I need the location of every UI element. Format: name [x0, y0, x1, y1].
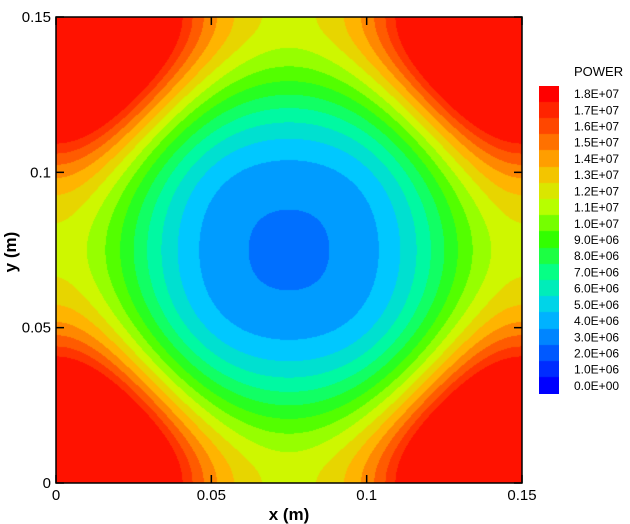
colorbar-label: 1.8E+07 — [574, 87, 619, 101]
colorbar-label: 8.0E+06 — [574, 249, 619, 263]
colorbar-label: 7.0E+06 — [574, 265, 619, 279]
colorbar-label: 1.7E+07 — [574, 103, 619, 117]
colorbar-label: 1.2E+07 — [574, 184, 619, 198]
legend-title: POWER — [574, 64, 623, 79]
y-tick-label: 0 — [43, 475, 51, 492]
colorbar-label: 9.0E+06 — [574, 233, 619, 247]
x-tick-label: 0 — [52, 487, 60, 504]
colorbar-label: 3.0E+06 — [574, 330, 619, 344]
colorbar-label: 1.0E+07 — [574, 217, 619, 231]
colorbar-label: 4.0E+06 — [574, 314, 619, 328]
colorbar-label: 1.5E+07 — [574, 136, 619, 150]
y-tick-label: 0.05 — [22, 320, 51, 337]
colorbar — [539, 86, 559, 394]
x-axis-title: x (m) — [269, 505, 310, 524]
x-tick-label: 0.1 — [356, 487, 377, 504]
colorbar-label: 1.1E+07 — [574, 201, 619, 215]
x-tick-label: 0.15 — [507, 487, 536, 504]
contour-plot-area — [56, 17, 522, 483]
colorbar-label: 1.4E+07 — [574, 152, 619, 166]
x-axis-ticks: 0 0.05 0.1 0.15 — [52, 17, 537, 504]
y-tick-label: 0.15 — [22, 9, 51, 26]
y-tick-label: 0.1 — [30, 164, 51, 181]
colorbar-label: 1.3E+07 — [574, 168, 619, 182]
colorbar-label: 0.0E+00 — [574, 379, 619, 393]
colorbar-labels: 1.8E+07 1.7E+07 1.6E+07 1.5E+07 1.4E+07 1.3E+… — [574, 87, 619, 393]
colorbar-label: 5.0E+06 — [574, 298, 619, 312]
colorbar-label: 6.0E+06 — [574, 282, 619, 296]
y-axis-title: y (m) — [1, 232, 20, 273]
colorbar-label: 2.0E+06 — [574, 346, 619, 360]
colorbar-label: 1.0E+06 — [574, 363, 619, 377]
colorbar-label: 1.6E+07 — [574, 120, 619, 134]
x-tick-label: 0.05 — [197, 487, 226, 504]
plot-border — [55, 16, 523, 484]
y-axis-ticks: 0 0.05 0.1 0.15 — [22, 9, 522, 492]
